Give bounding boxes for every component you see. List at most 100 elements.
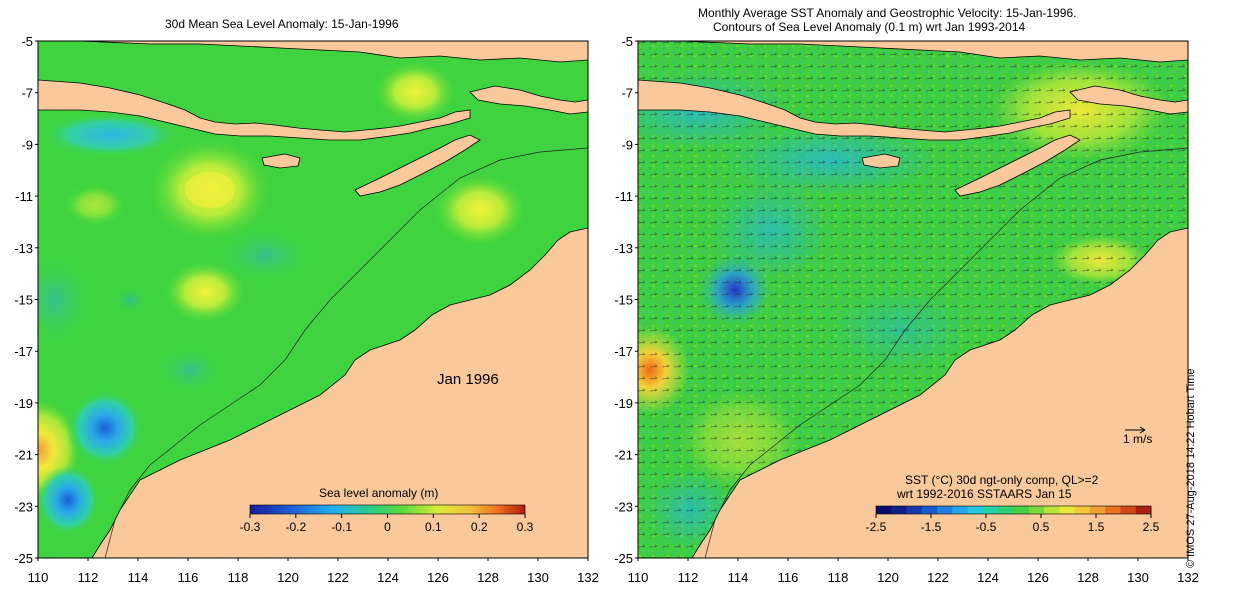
lon-tick-label: 130 (1127, 570, 1149, 585)
lat-tick-label: -7 (621, 86, 633, 101)
sst-colorbar-segment (1044, 506, 1060, 514)
sst-colorbar-segment (1074, 506, 1091, 514)
lon-tick-label: 118 (828, 570, 849, 585)
sla-colorbar (249, 504, 526, 515)
sst-colorbar-segment (1028, 506, 1045, 514)
lat-tick-label: -17 (614, 344, 633, 359)
vector-scale: 1 m/s (1123, 426, 1152, 446)
right-map-title-line1: Monthly Average SST Anomaly and Geostrop… (698, 6, 1077, 20)
sla-peak-11s (185, 172, 235, 208)
sla-high-11s-east (435, 175, 525, 245)
imos-credit: © IMOS 27-Aug-2018 14:22 Hobart Time (1185, 368, 1197, 568)
sla-low-13s (215, 225, 315, 285)
sst-colorbar-segment (906, 506, 923, 514)
sla-high-7s (375, 62, 455, 122)
date-label: Jan 1996 (437, 371, 499, 388)
axis-labels: -5 -7 -9 -11 -13 -15 -17 -19 -21 -23 -25 110 112 114 1… (14, 34, 1199, 585)
sumba-island-right (861, 153, 901, 169)
lon-tick-label: 110 (628, 570, 649, 585)
sst-colorbar-tick-label: -2.5 (866, 520, 887, 534)
lon-tick-label: 112 (78, 570, 99, 585)
lon-tick-label: 114 (728, 570, 749, 585)
sst-colorbar-segment (982, 506, 999, 514)
lat-tick-label: -9 (21, 137, 33, 152)
lon-tick-label: 112 (678, 570, 699, 585)
sla-low-20s (67, 390, 143, 466)
lat-tick-label: -7 (21, 86, 33, 101)
lat-tick-label: -23 (14, 499, 33, 514)
sla-high-15s (165, 262, 245, 322)
java-bali-lombok-right (638, 79, 1071, 141)
sst-colorbar-segment (1135, 506, 1152, 514)
vector-scale-label: 1 m/s (1123, 432, 1152, 446)
sst-colorbar-tick-label: -0.5 (976, 520, 997, 534)
lon-tick-label: 132 (577, 570, 599, 585)
sla-colorbar-tick-label: 0.1 (425, 520, 442, 534)
sst-colorbar-segment (937, 506, 953, 514)
lon-tick-label: 120 (877, 570, 899, 585)
lat-tick-label: -19 (14, 396, 33, 411)
sla-high-small (65, 185, 125, 225)
lon-tick-label: 116 (178, 570, 199, 585)
lat-tick-label: -25 (614, 551, 633, 566)
lon-tick-label: 114 (128, 570, 149, 585)
lat-tick-label: -23 (614, 499, 633, 514)
lat-tick-label: -13 (14, 241, 33, 256)
timor-island (354, 134, 481, 197)
sst-legend-line2: wrt 1992-2016 SSTAARS Jan 15 (896, 487, 1072, 501)
sst-colorbar-frame (875, 505, 1152, 515)
sla-low-18s (155, 345, 225, 395)
left-map-title: 30d Mean Sea Level Anomaly: 15-Jan-1996 (165, 17, 399, 31)
sst-colorbar-tick-label: 1.5 (1088, 520, 1105, 534)
sst-colorbar (875, 505, 1152, 515)
sst-colorbar-segment (998, 506, 1014, 514)
right-map (638, 41, 1188, 558)
sla-colorbar-tick-label: -0.2 (285, 520, 306, 534)
sst-colorbar-ticks: -2.5 -1.5 -0.5 0.5 1.5 2.5 (866, 514, 1160, 534)
lon-tick-label: 128 (477, 570, 499, 585)
sst-colorbar-segment (1105, 506, 1121, 514)
sst-colorbar-segment (1013, 506, 1030, 514)
lon-tick-label: 128 (1077, 570, 1099, 585)
shelf-contour-right (704, 147, 1188, 558)
lon-tick-label: 126 (1027, 570, 1049, 585)
lat-tick-label: -17 (14, 344, 33, 359)
sst-colorbar-segment (967, 506, 984, 514)
sst-colorbar-tick-label: -1.5 (921, 520, 942, 534)
lon-tick-label: 116 (778, 570, 799, 585)
lat-tick-label: -15 (614, 293, 633, 308)
lat-tick-label: -19 (614, 396, 633, 411)
sst-colorbar-segment (1059, 506, 1076, 514)
sumba-island (261, 153, 301, 169)
lon-tick-label: 120 (277, 570, 299, 585)
lat-tick-label: -5 (21, 34, 33, 49)
sst-legend-line1: SST (°C) 30d ngt-only comp, QL>=2 (905, 473, 1099, 487)
sla-colorbar-ticks: -0.3 -0.2 -0.1 0 0.1 0.2 0.3 (240, 514, 534, 534)
lon-tick-label: 124 (977, 570, 999, 585)
lon-tick-label: 118 (228, 570, 249, 585)
lat-tick-label: -25 (14, 551, 33, 566)
java-bali-lombok (38, 79, 471, 141)
sla-colorbar-tick-label: -0.1 (331, 520, 352, 534)
flores-sea-islands (469, 85, 588, 115)
left-map (38, 41, 588, 558)
north-island-right (679, 41, 1188, 63)
lon-tick-label: 110 (28, 570, 49, 585)
north-island (79, 41, 588, 63)
sst-colorbar-segment (921, 506, 938, 514)
sla-low-java (40, 113, 180, 157)
sla-colorbar-tick-label: 0.2 (471, 520, 488, 534)
lat-tick-label: -21 (14, 448, 33, 463)
sst-colorbar-segment (1089, 506, 1106, 514)
sla-colorbar-tick-label: 0.3 (517, 520, 534, 534)
sst-colorbar-segment (891, 506, 908, 514)
sla-low-23s (38, 465, 100, 535)
lat-tick-label: -5 (621, 34, 633, 49)
shelf-contour (104, 147, 588, 558)
lon-tick-label: 126 (427, 570, 449, 585)
lon-tick-label: 124 (377, 570, 399, 585)
timor-island-right (954, 134, 1081, 197)
sla-colorbar-label: Sea level anomaly (m) (319, 486, 438, 500)
lon-tick-label: 122 (927, 570, 949, 585)
